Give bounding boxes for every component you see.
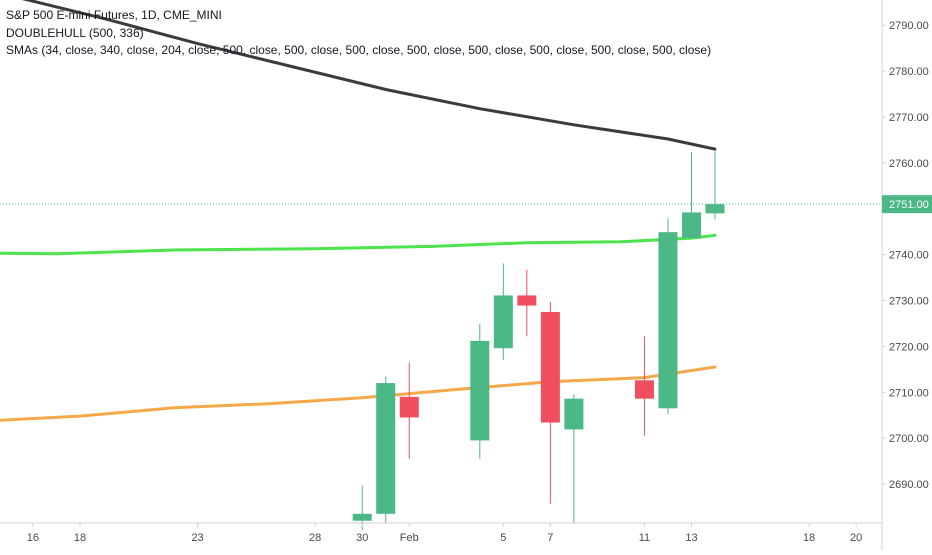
candle-down[interactable]	[634, 336, 654, 436]
candle-body[interactable]	[517, 295, 537, 306]
price-tick-label: 2730.00	[889, 295, 929, 307]
price-tick-label: 2740.00	[889, 250, 929, 262]
candle-down[interactable]	[540, 301, 560, 504]
time-tick-label: Feb	[400, 532, 419, 544]
price-tick-label: 2760.00	[889, 158, 929, 170]
chart-title: S&P 500 E-mini Futures, 1D, CME_MINI	[6, 8, 222, 22]
candle-body[interactable]	[470, 340, 490, 441]
time-tick-label: 7	[547, 532, 553, 544]
time-tick-label: 18	[803, 532, 815, 544]
time-tick-label: 16	[27, 532, 39, 544]
candle-down[interactable]	[517, 269, 537, 337]
series-line-3	[0, 365, 717, 422]
time-tick-label: 28	[309, 532, 321, 544]
candle-up[interactable]	[352, 485, 372, 530]
price-tick-label: 2780.00	[889, 66, 929, 78]
candle-up[interactable]	[376, 376, 396, 523]
candle-up[interactable]	[493, 263, 513, 360]
last-price-tag	[882, 195, 932, 214]
candle-body[interactable]	[658, 232, 678, 409]
price-tick-label: 2770.00	[889, 112, 929, 124]
candle-down[interactable]	[399, 362, 419, 459]
time-tick-label: 23	[191, 532, 203, 544]
candle-up[interactable]	[681, 152, 701, 239]
candle-body[interactable]	[376, 383, 396, 514]
time-tick-label: 30	[356, 532, 368, 544]
price-tick-label: 2790.00	[889, 20, 929, 32]
time-tick-label: 20	[850, 532, 862, 544]
series-line-2	[0, 233, 717, 256]
candle-body[interactable]	[681, 212, 701, 239]
price-tick-label: 2690.00	[889, 479, 929, 491]
candle-body[interactable]	[540, 311, 560, 423]
candle-up[interactable]	[705, 151, 725, 220]
plot-area[interactable]	[0, 0, 882, 530]
candle-body[interactable]	[352, 513, 372, 521]
candle-body[interactable]	[564, 398, 584, 430]
candle-up[interactable]	[658, 218, 678, 415]
candle-body[interactable]	[705, 204, 725, 214]
candle-body[interactable]	[493, 295, 513, 349]
candle-up[interactable]	[564, 394, 584, 523]
candle-body[interactable]	[634, 380, 654, 399]
price-tick-label: 2710.00	[889, 387, 929, 399]
series-line-1	[21, 0, 717, 151]
price-tick-label: 2700.00	[889, 433, 929, 445]
indicator-doublehull-label: DOUBLEHULL (500, 336)	[6, 26, 144, 40]
time-tick-label: 13	[685, 532, 697, 544]
candle-up[interactable]	[470, 323, 490, 459]
candle-body[interactable]	[399, 396, 419, 418]
last-price-label: 2751.00	[889, 199, 929, 211]
time-tick-label: 5	[500, 532, 506, 544]
time-tick-label: 18	[74, 532, 86, 544]
time-tick-label: 11	[639, 532, 650, 544]
indicator-smas-label: SMAs (34, close, 340, close, 204, close,…	[6, 43, 712, 57]
price-tick-label: 2720.00	[889, 341, 929, 353]
